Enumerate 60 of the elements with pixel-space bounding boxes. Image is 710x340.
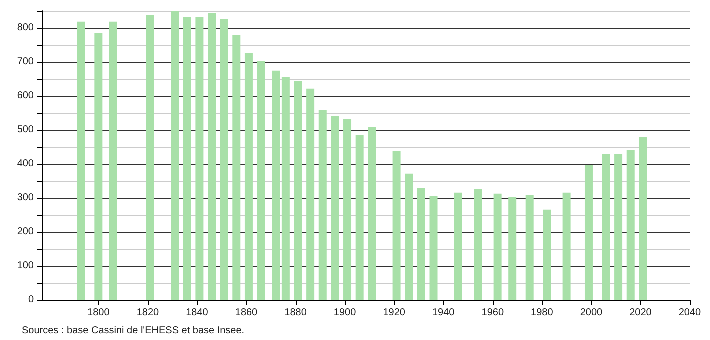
bar [220,19,228,300]
x-tick-label: 1960 [482,308,504,318]
bar [526,194,534,300]
x-tick-label: 1820 [136,308,160,318]
bar [584,165,593,300]
bar [602,154,610,300]
y-tick-label: 0 [28,294,34,306]
x-tick-label: 1860 [235,308,258,318]
bar [356,135,364,300]
x-tick-label: 2020 [630,308,652,318]
bar [196,17,204,300]
bar [282,76,290,300]
bar [244,53,253,300]
bar [405,174,414,300]
bar [183,17,192,300]
bar [626,150,635,300]
bar [344,119,352,300]
bar [94,33,103,300]
x-tick-label: 1900 [334,308,357,318]
x-tick-label: 1920 [383,308,406,318]
bar [171,11,180,300]
bar [257,60,266,300]
x-tick-label: 1800 [88,308,110,318]
bar [614,154,623,300]
x-tick-label: 2040 [678,308,702,318]
y-tick-label: 800 [17,22,34,34]
y-tick-label: 600 [17,90,34,102]
y-tick-label: 300 [17,192,34,204]
source-note: Sources : base Cassini de l'EHESS et base Insee. [22,326,245,336]
y-tick-label: 500 [17,124,34,136]
x-tick-label: 1840 [186,308,209,318]
y-tick-label: 700 [17,56,34,68]
bar [562,192,571,300]
bar [417,188,426,300]
x-tick-label: 2000 [580,308,604,318]
y-tick-label: 400 [17,158,34,170]
x-tick-label: 1880 [284,308,308,318]
bar [109,22,118,300]
bar [272,70,280,300]
bar [331,116,340,300]
y-tick-label: 100 [17,260,34,272]
bar [77,22,86,300]
bar [639,137,648,300]
bar [392,151,401,300]
bar [508,196,517,300]
bar [208,13,216,300]
bar [430,196,438,300]
bar [318,110,327,300]
bar [306,88,315,300]
bar [232,35,241,300]
bar [368,126,376,300]
bar [494,194,502,300]
bar [543,210,552,300]
bar [474,189,482,300]
y-tick-label: 200 [17,226,34,238]
x-tick-label: 1940 [432,308,456,318]
x-tick-label: 1980 [531,308,554,318]
bar [146,15,154,300]
bar [454,192,462,300]
bar [294,81,302,300]
